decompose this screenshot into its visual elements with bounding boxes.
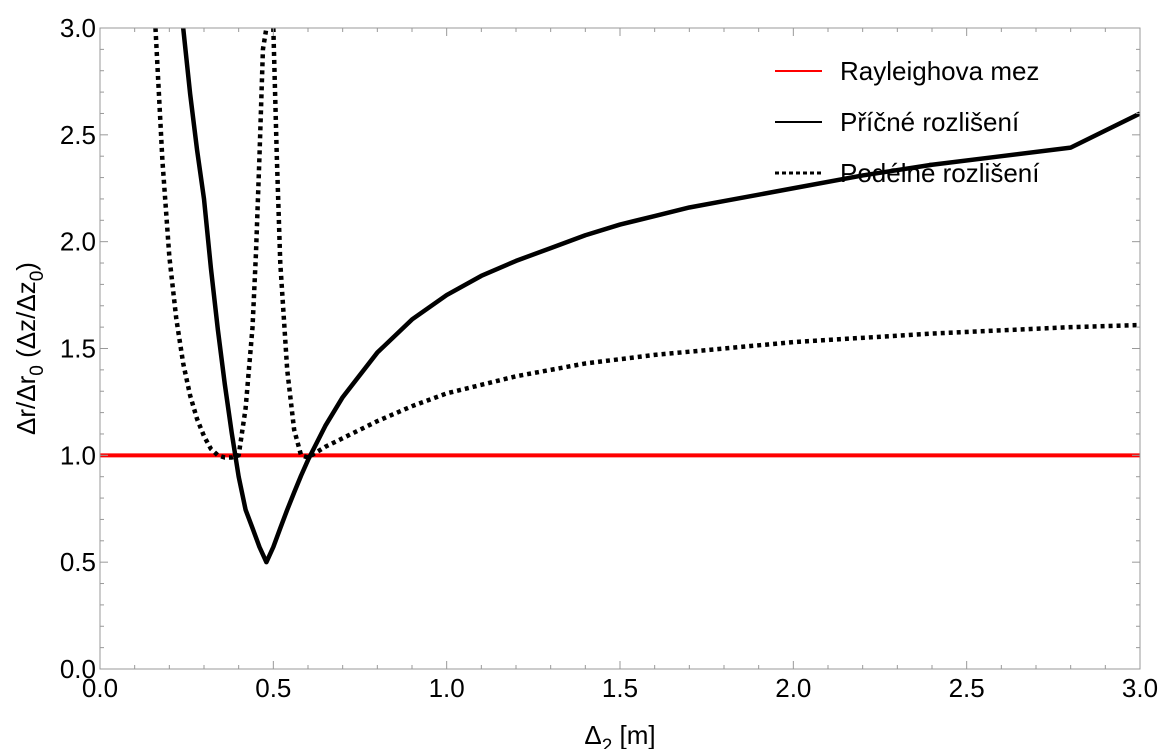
x-tick-label: 1.5 xyxy=(602,673,638,703)
y-tick-label: 2.0 xyxy=(60,227,96,257)
x-tick-label: 2.0 xyxy=(775,673,811,703)
series-line-3-seg-2 xyxy=(271,28,1140,460)
y-tick-label: 2.5 xyxy=(60,120,96,150)
x-tick-label: 1.0 xyxy=(429,673,465,703)
y-tick-label: 0.5 xyxy=(60,547,96,577)
y-tick-label: 3.0 xyxy=(60,13,96,43)
plot-area xyxy=(100,28,1140,565)
x-tick-label: 2.5 xyxy=(949,673,985,703)
legend-label-1: Rayleighova mez xyxy=(840,56,1039,86)
y-tick-label: 1.0 xyxy=(60,440,96,470)
legend: Rayleighova mez Příčné rozlišení Podélné r… xyxy=(775,56,1040,188)
y-tick-label: 0.0 xyxy=(60,654,96,684)
x-tick-label: 0.5 xyxy=(255,673,291,703)
y-axis-label: Δr/Δr0 (Δz/Δz0) xyxy=(11,262,48,435)
x-tick-label: 0.0 xyxy=(82,673,118,703)
x-tick-label: 3.0 xyxy=(1122,673,1158,703)
series-line-3-seg-1 xyxy=(153,28,269,460)
series-line-2 xyxy=(180,28,1140,565)
legend-label-3: Podélné rozlišení xyxy=(840,158,1040,188)
x-axis-label: Δ2 [m] xyxy=(584,720,655,749)
axes: 0.0 0.5 1.0 1.5 2.0 2.5 3.0 0.0 0.5 1.0 1.5 2.0 2.5 3… xyxy=(11,13,1158,749)
legend-label-2: Příčné rozlišení xyxy=(840,107,1020,137)
y-tick-label: 1.5 xyxy=(60,334,96,364)
